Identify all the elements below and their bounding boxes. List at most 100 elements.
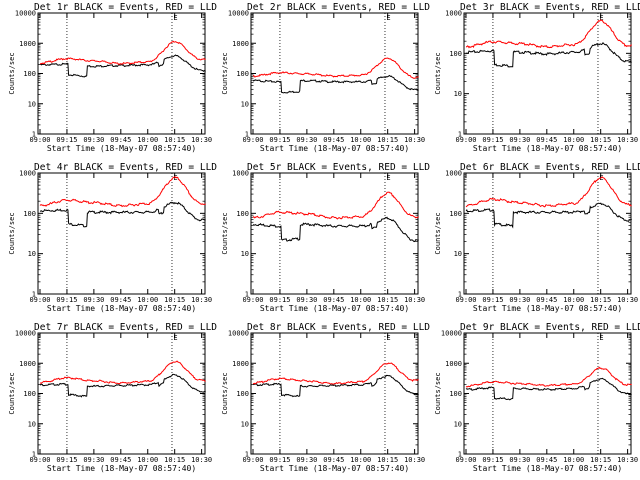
y-tick-label: 1000	[445, 10, 462, 18]
event-marker: E	[173, 334, 177, 342]
panel-title: Det 4r BLACK = Events, RED = LLD	[34, 162, 217, 173]
x-tick-label: 09:15	[482, 456, 503, 464]
y-tick-label: 100	[449, 390, 462, 398]
plot-frame	[463, 332, 632, 455]
x-tick-label: 09:15	[269, 456, 290, 464]
y-tick-label: 100	[23, 390, 36, 398]
y-tick-label: 1	[32, 291, 36, 299]
y-tick-label: 1	[245, 451, 249, 459]
y-tick-label: 100	[236, 210, 249, 218]
events-series-line	[465, 202, 633, 229]
plot-frame	[37, 172, 206, 295]
x-tick-label: 09:15	[56, 456, 77, 464]
panel-title: Det 7r BLACK = Events, RED = LLD	[34, 322, 217, 333]
x-tick-label: 10:00	[350, 456, 371, 464]
x-tick-label: 09:30	[509, 296, 530, 304]
x-axis-label: Start Time (18-May-07 08:57:40)	[260, 144, 409, 153]
x-tick-label: 09:30	[296, 136, 317, 144]
events-series-line	[465, 41, 632, 68]
y-tick-label: 1	[245, 291, 249, 299]
detector-panel: Det 8r BLACK = Events, RED = LLD E 1 10 100 1…	[213, 320, 430, 480]
x-tick-label: 10:00	[563, 136, 584, 144]
y-tick-label: 1	[458, 291, 462, 299]
x-tick-label: 09:45	[536, 456, 557, 464]
x-tick-label: 10:00	[137, 456, 158, 464]
x-tick-label: 09:30	[83, 456, 104, 464]
x-tick-label: 09:15	[269, 296, 290, 304]
y-tick-label: 1000	[445, 360, 462, 368]
y-axis-label: Counts/sec	[434, 52, 442, 94]
events-series-line	[252, 74, 419, 94]
x-tick-label: 10:30	[191, 136, 212, 144]
x-tick-label: 10:15	[377, 296, 398, 304]
y-tick-label: 10	[454, 90, 462, 98]
events-series-line	[252, 374, 419, 398]
x-tick-label: 10:30	[191, 296, 212, 304]
lld-series-line	[252, 191, 419, 220]
x-tick-label: 09:30	[296, 456, 317, 464]
y-tick-label: 100	[449, 210, 462, 218]
x-tick-label: 09:45	[536, 296, 557, 304]
x-tick-label: 10:30	[617, 136, 638, 144]
y-tick-label: 10000	[228, 330, 249, 338]
lld-series-line	[252, 57, 419, 79]
events-series-line	[39, 373, 206, 398]
x-tick-label: 09:00	[242, 456, 263, 464]
event-marker: E	[173, 14, 177, 22]
panel-title: Det 3r BLACK = Events, RED = LLD	[460, 2, 640, 13]
x-tick-label: 10:15	[590, 136, 611, 144]
y-axis-label: Counts/sec	[8, 372, 16, 414]
x-axis-label: Start Time (18-May-07 08:57:40)	[260, 304, 409, 313]
x-axis-label: Start Time (18-May-07 08:57:40)	[473, 464, 622, 473]
y-tick-label: 10	[454, 420, 462, 428]
x-tick-label: 10:00	[350, 296, 371, 304]
panel-plot: Det 4r BLACK = Events, RED = LLDE1101001…	[8, 162, 217, 313]
detector-panel: Det 2r BLACK = Events, RED = LLD E 1 10 100 1…	[213, 0, 430, 160]
y-tick-label: 10000	[441, 330, 462, 338]
y-tick-label: 1000	[19, 360, 36, 368]
x-axis-label: Start Time (18-May-07 08:57:40)	[47, 304, 196, 313]
x-tick-label: 10:15	[164, 456, 185, 464]
x-tick-label: 09:45	[323, 136, 344, 144]
x-tick-label: 10:30	[617, 456, 638, 464]
x-tick-label: 10:30	[404, 456, 425, 464]
events-series-line	[252, 216, 419, 243]
event-marker: E	[386, 174, 390, 182]
y-tick-label: 100	[23, 210, 36, 218]
y-tick-label: 1	[32, 451, 36, 459]
y-axis-label: Counts/sec	[221, 372, 229, 414]
event-marker: E	[386, 14, 390, 22]
x-tick-label: 09:30	[83, 136, 104, 144]
panel-title: Det 5r BLACK = Events, RED = LLD	[247, 162, 430, 173]
x-tick-label: 09:30	[83, 296, 104, 304]
y-tick-label: 10	[28, 100, 36, 108]
plot-frame	[37, 12, 206, 135]
x-tick-label: 09:00	[242, 136, 263, 144]
event-marker: E	[386, 334, 390, 342]
lld-series-line	[39, 360, 206, 385]
plot-frame	[463, 12, 632, 135]
detector-panel: Det 1r BLACK = Events, RED = LLD E 1 10 100 1…	[0, 0, 217, 160]
x-tick-label: 10:15	[164, 136, 185, 144]
lld-series-line	[39, 175, 206, 208]
x-tick-label: 09:15	[56, 296, 77, 304]
y-axis-label: Counts/sec	[221, 52, 229, 94]
y-tick-label: 1000	[19, 40, 36, 48]
x-tick-label: 09:45	[110, 456, 131, 464]
y-tick-label: 100	[236, 70, 249, 78]
x-tick-label: 09:15	[56, 136, 77, 144]
x-tick-label: 09:00	[29, 296, 50, 304]
x-tick-label: 09:00	[455, 296, 476, 304]
y-axis-label: Counts/sec	[434, 212, 442, 254]
y-axis-label: Counts/sec	[221, 212, 229, 254]
y-tick-label: 1000	[445, 170, 462, 178]
x-tick-label: 09:45	[536, 136, 557, 144]
detector-panel: Det 4r BLACK = Events, RED = LLD E 1 10 100 1…	[0, 160, 217, 320]
x-tick-label: 09:30	[509, 136, 530, 144]
panel-title: Det 1r BLACK = Events, RED = LLD	[34, 2, 217, 13]
x-tick-label: 09:00	[29, 456, 50, 464]
x-axis-label: Start Time (18-May-07 08:57:40)	[473, 144, 622, 153]
y-tick-label: 1000	[232, 170, 249, 178]
